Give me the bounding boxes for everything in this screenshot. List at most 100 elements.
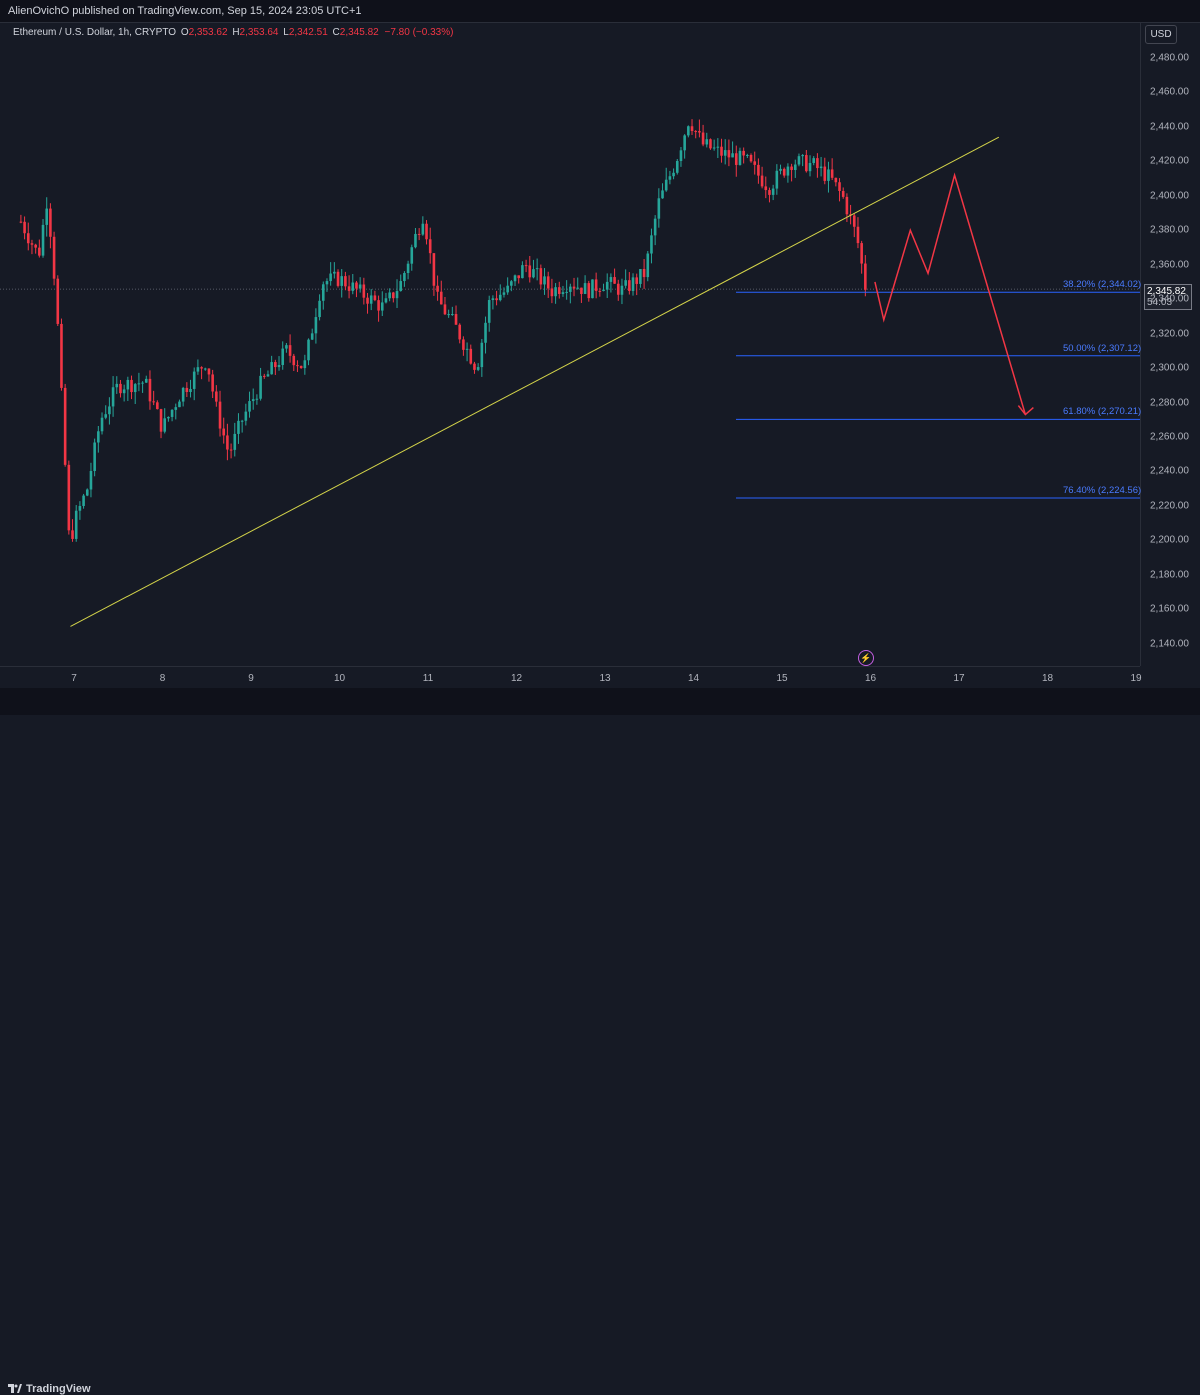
candle-body <box>860 243 863 264</box>
candle-body <box>259 375 262 399</box>
time-tick: 8 <box>159 673 166 684</box>
candle-body <box>793 164 797 171</box>
candle-body <box>569 286 572 292</box>
candle-body <box>709 139 712 149</box>
candle-body <box>200 367 203 369</box>
time-axis[interactable] <box>0 666 1140 689</box>
candle-body <box>321 284 325 301</box>
candle-body <box>159 409 163 432</box>
candle-body <box>723 150 727 156</box>
candle-body <box>642 269 646 278</box>
candle-body <box>310 333 314 340</box>
price-tick: 2,180.00 <box>1150 569 1189 581</box>
candle-body <box>646 253 650 278</box>
candle-body <box>417 233 421 235</box>
candle-body <box>805 155 808 172</box>
candle-body <box>266 374 270 377</box>
candle-body <box>421 223 425 235</box>
symbol-legend: Ethereum / U.S. Dollar, 1h, CRYPTO O2,35… <box>13 27 453 38</box>
candle-body <box>218 401 222 429</box>
chart-area[interactable] <box>0 23 1140 666</box>
high-label: H <box>232 27 240 38</box>
candle-body <box>447 314 450 316</box>
publisher-bar: AlienOvichO published on TradingView.com… <box>0 0 1200 23</box>
time-tick: 18 <box>1041 673 1054 684</box>
candle-body <box>679 150 683 161</box>
candle-body <box>550 288 554 297</box>
candle-body <box>653 218 657 236</box>
candle-body <box>760 175 764 187</box>
candle-body <box>484 322 487 343</box>
candle-body <box>30 243 34 245</box>
candle-body <box>60 323 63 388</box>
candle-body <box>215 391 218 402</box>
lightning-icon[interactable]: ⚡ <box>858 650 874 666</box>
candle-body <box>119 383 122 394</box>
price-tick: 2,260.00 <box>1150 431 1189 443</box>
candle-body <box>727 150 731 158</box>
candle-body <box>174 407 178 410</box>
time-tick: 14 <box>687 673 700 684</box>
candle-body <box>351 282 355 291</box>
candle-body <box>229 449 233 451</box>
candle-body <box>775 170 779 189</box>
candle-body <box>78 505 82 511</box>
candle-body <box>71 530 74 539</box>
candle-body <box>262 375 266 377</box>
fib-level-label: 38.20% (2,344.02) <box>1063 279 1142 291</box>
candle-body <box>535 268 539 270</box>
candle-body <box>690 126 694 132</box>
price-tick: 2,280.00 <box>1150 397 1189 408</box>
candle-body <box>270 362 273 375</box>
candle-body <box>380 302 384 311</box>
candle-body <box>510 281 513 286</box>
candle-body <box>616 283 620 295</box>
candle-body <box>325 281 329 285</box>
candle-body <box>56 278 60 324</box>
candle-body <box>768 190 771 195</box>
price-axis[interactable] <box>1140 23 1200 666</box>
candle-body <box>764 186 768 191</box>
currency-button[interactable]: USD <box>1145 25 1177 44</box>
candle-body <box>786 166 790 176</box>
candle-body <box>473 363 476 370</box>
price-tick: 2,200.00 <box>1150 534 1189 546</box>
candle-body <box>26 233 30 244</box>
candle-body <box>465 348 469 350</box>
candle-body <box>720 146 723 156</box>
candle-body <box>790 166 793 171</box>
price-tick: 2,240.00 <box>1150 465 1189 477</box>
candle-body <box>237 420 240 434</box>
candle-body <box>288 345 292 356</box>
change-value: −7.80 (−0.33%) <box>384 27 454 38</box>
candle-body <box>498 294 502 301</box>
candle-body <box>830 169 834 178</box>
candle-body <box>528 265 532 278</box>
candle-body <box>580 287 583 294</box>
candle-body <box>74 510 78 539</box>
candle-body <box>248 401 251 412</box>
candle-body <box>406 263 410 273</box>
time-tick: 17 <box>953 673 965 684</box>
candle-body <box>336 271 340 286</box>
candle-body <box>819 166 823 169</box>
tradingview-logo[interactable]: TradingView <box>8 1383 91 1395</box>
candle-body <box>93 442 96 471</box>
candle-body <box>639 269 642 284</box>
candle-body <box>480 342 484 368</box>
candle-body <box>705 139 709 145</box>
candle-body <box>89 470 93 490</box>
candle-body <box>506 285 509 293</box>
price-tick: 2,420.00 <box>1150 155 1189 167</box>
candle-body <box>388 292 391 299</box>
candle-body <box>255 398 259 400</box>
candle-body <box>403 272 406 282</box>
candle-body <box>49 208 52 237</box>
candle-body <box>657 198 661 219</box>
candle-body <box>609 277 613 282</box>
candle-body <box>834 177 838 183</box>
candle-body <box>85 489 89 496</box>
candle-body <box>561 292 565 294</box>
candle-body <box>808 162 812 172</box>
candle-body <box>414 233 417 248</box>
